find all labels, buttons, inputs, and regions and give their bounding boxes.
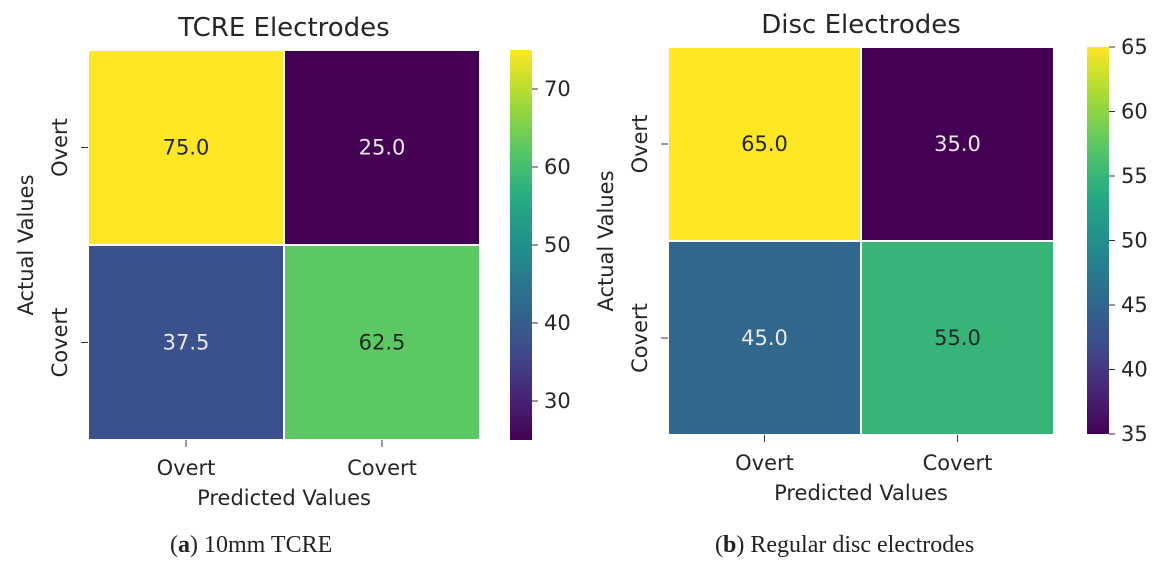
chart2-colorbar-tick-label-1: 40 (1121, 358, 1148, 382)
chart2-colorbar-tick-label-4: 55 (1121, 164, 1148, 188)
chart1-cell-r1-c1 (283, 244, 481, 441)
chart1-colorbar-tick-label-2: 50 (544, 233, 571, 257)
chart1-cell-r0-c1 (283, 49, 481, 246)
chart2-colorbar-tick-label-2: 45 (1121, 293, 1148, 317)
chart1-colorbar-tick-label-0: 30 (544, 389, 571, 413)
chart2-colorbar-tick-label-3: 50 (1121, 229, 1148, 253)
chart2-colorbar-tick-label-0: 35 (1121, 422, 1148, 446)
chart1-x-tick-label-1: Covert (347, 456, 417, 480)
chart2-cell-label-r0-c1: 35.0 (934, 132, 981, 156)
chart1-x-tick-label-0: Overt (157, 456, 216, 480)
chart2-x-tick-label-0: Overt (735, 451, 794, 475)
chart1-colorbar-tick-label-3: 60 (544, 155, 571, 179)
chart2-cell-label-r0-c0: 65.0 (741, 132, 788, 156)
chart2-x-axis-label: Predicted Values (774, 481, 948, 505)
caption-b: (b) Regular disc electrodes (715, 532, 975, 558)
chart2-cell-label-r1-c0: 45.0 (741, 326, 788, 350)
chart1-x-axis-label: Predicted Values (197, 486, 371, 510)
caption-b-label: b (723, 532, 737, 558)
chart1-colorbar-tick-label-1: 40 (544, 311, 571, 335)
chart2-cell-r1-c0 (667, 240, 862, 436)
chart1-y-tick-label-1: Covert (48, 308, 72, 378)
chart2-title: Disc Electrodes (761, 10, 961, 40)
chart1-cell-label-r1-c1: 62.5 (359, 331, 406, 355)
chart2-y-axis-label: Actual Values (594, 170, 618, 311)
chart1-title: TCRE Electrodes (177, 13, 389, 43)
chart1-cell-r1-c0 (87, 244, 285, 441)
chart1-colorbar-tick-label-4: 70 (544, 77, 571, 101)
chart2-cell-label-r1-c1: 55.0 (934, 326, 981, 350)
chart1-cell-r0-c0 (87, 49, 285, 246)
chart2-colorbar-tick-label-5: 60 (1121, 100, 1148, 124)
chart2-y-tick-label-1: Covert (628, 303, 652, 373)
chart2-colorbar-tick-label-6: 65 (1121, 35, 1148, 59)
chart1-cell-label-r0-c1: 25.0 (359, 136, 406, 160)
chart1-y-tick-label-0: Overt (48, 118, 72, 177)
chart1-colorbar (510, 50, 532, 440)
caption-a: (a) 10mm TCRE (170, 532, 333, 558)
caption-b-text: Regular disc electrodes (750, 532, 975, 558)
chart1-y-axis-label: Actual Values (14, 174, 38, 315)
chart2-y-tick-label-0: Overt (628, 115, 652, 174)
chart2-cell-r1-c1 (860, 240, 1055, 436)
chart1-cell-label-r0-c0: 75.0 (163, 136, 210, 160)
chart2-colorbar (1087, 47, 1109, 434)
chart2-x-tick-label-1: Covert (923, 451, 993, 475)
caption-a-label: a (178, 532, 190, 558)
caption-a-text: 10mm TCRE (204, 532, 333, 558)
chart2-cell-r0-c1 (860, 46, 1055, 242)
chart1-cell-label-r1-c0: 37.5 (163, 331, 210, 355)
